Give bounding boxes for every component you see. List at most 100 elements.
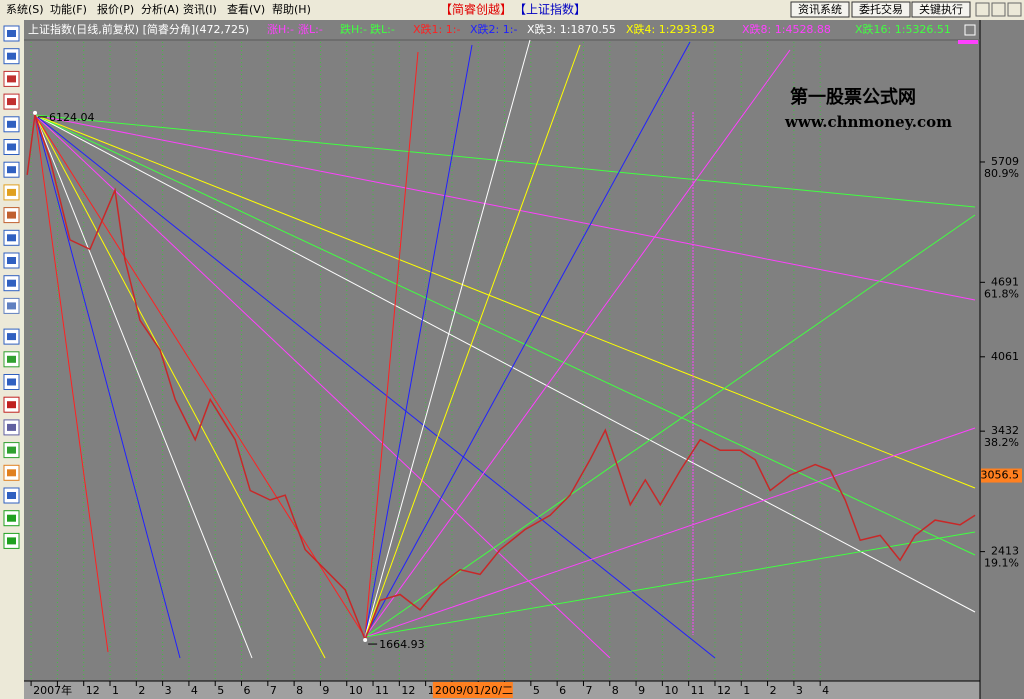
tool-icons bbox=[3, 25, 20, 549]
fan-line bbox=[34, 114, 109, 653]
pct-tick-label: 38.2% bbox=[984, 436, 1019, 449]
tool-icon-glyph bbox=[7, 166, 16, 174]
title-tag: 【简睿创越】 bbox=[440, 2, 512, 17]
x-tick-label: 9 bbox=[638, 684, 645, 697]
x-tick-label: 7 bbox=[270, 684, 277, 697]
tool-icon-glyph bbox=[7, 537, 16, 545]
watermark: 第一股票公式网 bbox=[790, 86, 916, 108]
fan-line bbox=[364, 531, 976, 638]
fan-line bbox=[364, 44, 473, 638]
fan-line bbox=[364, 214, 976, 638]
fan-line bbox=[364, 41, 691, 638]
fan-line bbox=[364, 44, 581, 638]
tool-icon-glyph bbox=[7, 30, 16, 37]
tool-icon-glyph bbox=[7, 234, 16, 242]
chart-header: 上证指数(日线,前复权) [简睿分角](472,725) bbox=[28, 22, 249, 36]
menu-item[interactable]: 功能(F) bbox=[50, 2, 87, 16]
fan-line bbox=[364, 427, 976, 638]
indicator-label: X跌16: 1:5326.51 bbox=[855, 22, 951, 36]
indicator-label: X跌4: 1:2933.93 bbox=[626, 22, 715, 36]
fan-line bbox=[34, 114, 253, 659]
x-tick-label: 1 bbox=[112, 684, 119, 697]
tool-icon-glyph bbox=[7, 423, 16, 431]
x-tick-label: 4 bbox=[191, 684, 198, 697]
tool-icon-glyph bbox=[7, 98, 16, 106]
x-tick-label: 8 bbox=[296, 684, 303, 697]
y-tick-label: 2413 bbox=[991, 545, 1019, 558]
menu-item[interactable]: 报价(P) bbox=[97, 2, 134, 16]
fan-line bbox=[364, 51, 419, 638]
toolbar-button[interactable] bbox=[790, 1, 850, 18]
indicator-label: X跌3: 1:1870.55 bbox=[527, 22, 616, 36]
indicator-label: 跌H:- bbox=[340, 22, 367, 36]
chart-area bbox=[24, 20, 1024, 699]
indicator-label: X跌8: 1:4528.88 bbox=[742, 22, 831, 36]
high-label: 6124.04 bbox=[49, 111, 95, 124]
toolbar-button-label[interactable]: 资讯系统 bbox=[798, 3, 842, 16]
tool-icon-glyph bbox=[7, 143, 16, 151]
window-icon[interactable] bbox=[964, 24, 976, 36]
tool-icon-glyph bbox=[7, 492, 16, 499]
fan-line bbox=[34, 114, 976, 301]
fan-line bbox=[34, 114, 326, 659]
y-tick-label: 3432 bbox=[991, 424, 1019, 437]
y-tick-label: 5709 bbox=[991, 155, 1019, 168]
x-tick-label: 2 bbox=[770, 684, 777, 697]
y-tick-label: 4061 bbox=[991, 350, 1019, 363]
menu-item[interactable]: 帮助(H) bbox=[272, 2, 311, 16]
marker bbox=[958, 40, 978, 44]
x-tick-label: 5 bbox=[533, 684, 540, 697]
x-tick-label: 1 bbox=[428, 684, 435, 697]
restore-button[interactable] bbox=[991, 2, 1006, 17]
pct-tick-label: 19.1% bbox=[984, 557, 1019, 570]
close-button[interactable] bbox=[1007, 2, 1022, 17]
fan-line bbox=[34, 114, 181, 659]
menu-item[interactable]: 查看(V) bbox=[227, 2, 265, 16]
cursor-date-box bbox=[432, 682, 513, 698]
tool-icon-glyph bbox=[7, 333, 16, 341]
x-tick-label: 12 bbox=[717, 684, 731, 697]
x-tick-label: 7 bbox=[585, 684, 592, 697]
x-tick-label: 2 bbox=[138, 684, 145, 697]
indicator-label: 跌L:- bbox=[370, 22, 395, 36]
x-tick-label: 12 bbox=[86, 684, 100, 697]
menu-item[interactable]: 资讯(I) bbox=[183, 3, 217, 16]
indicator-label: 涨L:- bbox=[298, 23, 323, 36]
toolbar-button-label[interactable]: 关键执行 bbox=[919, 2, 963, 16]
toolbar-button[interactable] bbox=[911, 1, 971, 18]
toolbar-button[interactable] bbox=[851, 1, 911, 18]
low-point bbox=[363, 638, 368, 643]
last-price-label: 3056.5 bbox=[981, 469, 1020, 482]
menu-item[interactable]: 分析(A) bbox=[141, 2, 179, 16]
x-tick-label: 11 bbox=[691, 684, 705, 697]
menu-item[interactable]: 系统(S) bbox=[6, 3, 44, 16]
x-tick-label: 12 bbox=[401, 684, 415, 697]
fan-line bbox=[34, 114, 611, 659]
pct-tick-label: 61.8% bbox=[984, 287, 1019, 300]
fan-lines bbox=[34, 39, 976, 659]
last-price-box bbox=[981, 468, 1022, 483]
indicator-label: X跌1: 1:- bbox=[413, 22, 460, 36]
tool-icon-glyph bbox=[7, 446, 16, 454]
x-tick-label: 6 bbox=[559, 684, 566, 697]
y-tick-label: 4691 bbox=[991, 275, 1019, 288]
watermark: www.chnmoney.com bbox=[784, 113, 952, 131]
fan-line bbox=[34, 114, 366, 638]
tool-icon-glyph bbox=[7, 279, 16, 287]
toolbar-button-label[interactable]: 委托交易 bbox=[859, 2, 903, 16]
fan-line bbox=[34, 114, 976, 613]
high-point bbox=[33, 110, 38, 115]
x-tick-label: 2007年 bbox=[33, 683, 72, 697]
x-tick-label: 1 bbox=[743, 684, 750, 697]
minimize-button[interactable] bbox=[975, 2, 990, 17]
tool-icon-glyph bbox=[7, 469, 16, 477]
tool-icon-glyph bbox=[7, 514, 16, 522]
x-tick-label: 11 bbox=[375, 684, 389, 697]
x-tick-label: 4 bbox=[822, 684, 829, 697]
tool-icon-glyph bbox=[7, 355, 16, 363]
tool-icon-glyph bbox=[7, 188, 16, 196]
tool-icon-glyph bbox=[7, 401, 16, 409]
x-tick-label: 10 bbox=[664, 684, 678, 697]
